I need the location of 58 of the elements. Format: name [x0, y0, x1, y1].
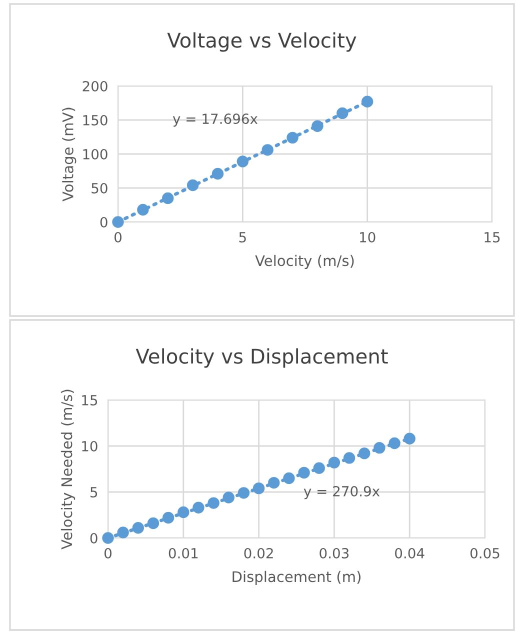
x-tick-label: 10: [360, 232, 376, 242]
x-tick-label: 0.01: [168, 548, 198, 558]
point: [298, 466, 310, 479]
x-tick-label: 0.04: [395, 548, 424, 558]
point: [374, 442, 386, 454]
point: [147, 517, 160, 530]
y-axis-title: Velocity Needed (m/s): [60, 390, 76, 550]
y-tick-label: 0: [100, 216, 108, 228]
x-tick-label: 5: [239, 232, 246, 242]
point: [117, 526, 129, 538]
point: [343, 452, 356, 464]
x-tick-label: 0.02: [244, 548, 273, 558]
y-tick-label: 50: [92, 182, 108, 194]
point: [313, 462, 325, 474]
x-axis-title: Displacement (m): [232, 570, 360, 585]
point: [336, 107, 348, 120]
y-tick-label: 5: [90, 487, 98, 498]
y-tick-label: 200: [82, 80, 108, 92]
point: [268, 476, 280, 489]
point: [283, 472, 295, 484]
point: [262, 144, 274, 156]
y-tick-label: 15: [82, 395, 98, 406]
y-tick-label: 150: [83, 114, 108, 126]
point: [132, 522, 144, 534]
point: [236, 156, 249, 168]
point: [162, 192, 174, 204]
point: [361, 96, 374, 108]
point: [388, 437, 400, 450]
x-tick-label: 0.05: [470, 548, 500, 558]
annotation: y = 270.9x: [304, 486, 380, 500]
point: [238, 487, 250, 499]
point: [328, 456, 340, 468]
point: [286, 132, 298, 144]
point: [222, 492, 234, 504]
point: [212, 168, 224, 180]
x-tick-label: 0.03: [320, 548, 349, 558]
point: [252, 482, 265, 494]
annotation: y = 17.696x: [172, 114, 258, 127]
point: [137, 204, 149, 216]
y-tick-label: 100: [83, 148, 108, 160]
point: [404, 432, 416, 444]
x-tick-label: 15: [484, 232, 500, 242]
point: [208, 497, 220, 509]
point: [358, 448, 370, 460]
point: [162, 512, 174, 524]
x-axis-title: Velocity (m/s): [255, 254, 354, 269]
y-tick-label: 0: [90, 532, 98, 544]
y-axis-title: Voltage (mV): [62, 108, 76, 202]
point: [186, 179, 199, 192]
chart-title: Velocity vs Displacement: [136, 348, 388, 368]
x-tick-label: 0: [114, 232, 122, 242]
point: [112, 216, 124, 228]
point: [178, 506, 190, 518]
point: [192, 502, 204, 514]
point: [312, 120, 324, 132]
chart-title: Voltage vs Velocity: [167, 32, 356, 52]
y-tick-label: 10: [82, 440, 98, 452]
point: [102, 532, 114, 544]
